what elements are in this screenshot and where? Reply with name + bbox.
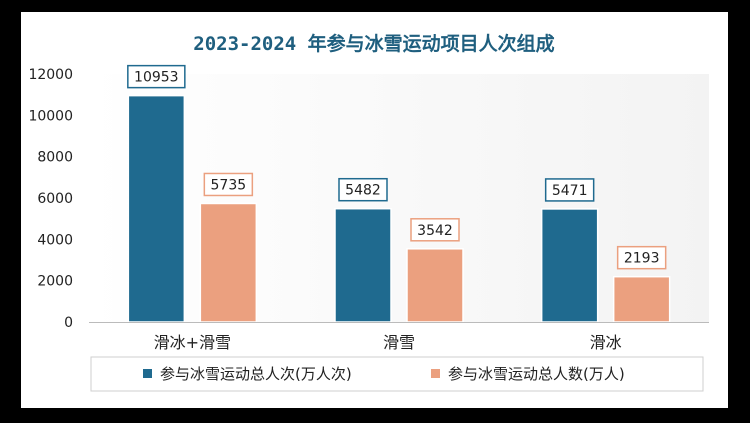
data-label: 2193 [624,251,660,267]
legend-swatch [431,369,440,378]
chart-title: 2023-2024 年参与冰雪运动项目人次组成 [193,32,554,55]
bar [406,248,464,323]
data-label: 5482 [345,183,381,199]
bar [612,275,671,323]
y-tick-label: 6000 [37,191,73,207]
y-tick-label: 10000 [28,108,73,124]
chart-frame: 2023-2024 年参与冰雪运动项目人次组成 0 2000 4000 6000 800… [21,12,728,408]
bar [334,207,392,323]
data-labels-group: 10953 5735 5482 3542 5471 2193 [127,64,667,270]
legend-label: 参与冰雪运动总人数(万人) [448,365,625,383]
data-label: 10953 [134,70,179,86]
data-label-box [616,245,667,270]
bar-chart: 2023-2024 年参与冰雪运动项目人次组成 0 2000 4000 6000 800… [28,32,709,392]
data-label-box [544,178,595,202]
y-tick-label: 12000 [28,67,73,83]
x-category-label: 滑冰 [590,333,622,352]
legend: 参与冰雪运动总人次(万人次) 参与冰雪运动总人数(万人) [90,356,704,392]
data-label-box [127,64,186,89]
legend-box [90,356,704,392]
y-axis: 0 2000 4000 6000 8000 10000 12000 [28,67,73,331]
bar [199,202,258,323]
legend-swatch [143,369,152,378]
y-tick-label: 4000 [37,232,73,248]
y-tick-label: 8000 [37,150,73,166]
y-tick-label: 0 [64,315,73,331]
data-label-box [410,218,460,242]
legend-label: 参与冰雪运动总人次(万人次) [160,365,352,383]
data-label-box [338,177,388,202]
data-label-box [203,172,254,197]
x-category-label: 滑冰+滑雪 [154,333,231,352]
x-category-label: 滑雪 [383,333,415,352]
data-label: 5471 [552,183,588,199]
category-labels-group: 滑冰+滑雪 滑雪 滑冰 [154,333,622,352]
plot-area [89,74,709,322]
y-tick-label: 2000 [37,274,73,290]
data-label: 5735 [211,177,247,193]
bars-group [127,94,671,323]
bar [127,94,186,323]
bar [540,208,599,323]
data-label: 3542 [417,223,453,239]
